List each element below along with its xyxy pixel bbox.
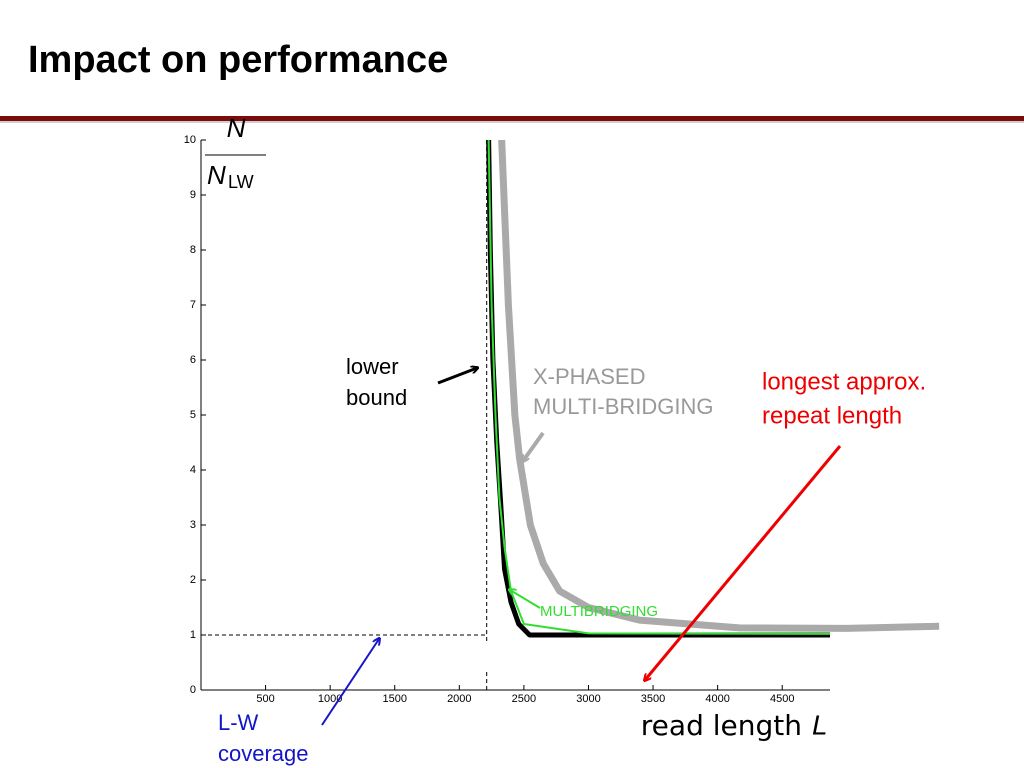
y-tick-label: 7 [190, 299, 196, 311]
annotation: MULTI-BRIDGING [533, 394, 713, 419]
y-label-den: N [207, 160, 226, 190]
arrow [523, 431, 545, 461]
series-line [498, 139, 940, 632]
annotation: bound [346, 385, 407, 410]
x-tick-label: 2000 [447, 693, 471, 705]
x-tick-label: 500 [256, 693, 274, 705]
y-tick-label: 9 [190, 189, 196, 201]
y-tick-label: 8 [190, 244, 196, 256]
y-tick-label: 0 [190, 684, 196, 696]
x-tick-label: 4000 [705, 693, 729, 705]
arrow [645, 445, 842, 680]
y-label-sub: LW [228, 172, 254, 192]
slide-title: Impact on performance [28, 39, 448, 81]
annotation: lower [346, 354, 399, 379]
y-tick-label: 6 [190, 354, 196, 366]
series-line [487, 139, 831, 635]
y-tick-label: 2 [190, 574, 196, 586]
x-tick-label: 3000 [576, 693, 600, 705]
annotation: MULTIBRIDGING [540, 603, 658, 620]
x-tick-label: 3500 [641, 693, 665, 705]
arrow [437, 368, 477, 385]
y-tick-label: 3 [190, 519, 196, 531]
annotation: repeat length [762, 402, 902, 429]
y-tick-label: 5 [190, 409, 196, 421]
x-label: read length [641, 709, 802, 742]
y-label-num: N [227, 113, 246, 143]
title-rule-shadow [0, 121, 1024, 123]
arrow [510, 590, 541, 609]
annotation: X-PHASED [533, 364, 645, 389]
mask [445, 641, 627, 669]
arrow [321, 639, 379, 726]
y-tick-label: 4 [190, 464, 196, 476]
annotation: longest approx. [762, 368, 926, 395]
title-rule [0, 116, 1024, 121]
x-label-symbol: L [812, 709, 828, 740]
annotation: L-W [218, 710, 259, 735]
x-tick-label: 4500 [770, 693, 794, 705]
y-tick-label: 10 [184, 134, 196, 146]
annotation: coverage [218, 741, 309, 766]
x-tick-label: 2500 [512, 693, 536, 705]
y-tick-label: 1 [190, 629, 196, 641]
x-tick-label: 1500 [382, 693, 406, 705]
